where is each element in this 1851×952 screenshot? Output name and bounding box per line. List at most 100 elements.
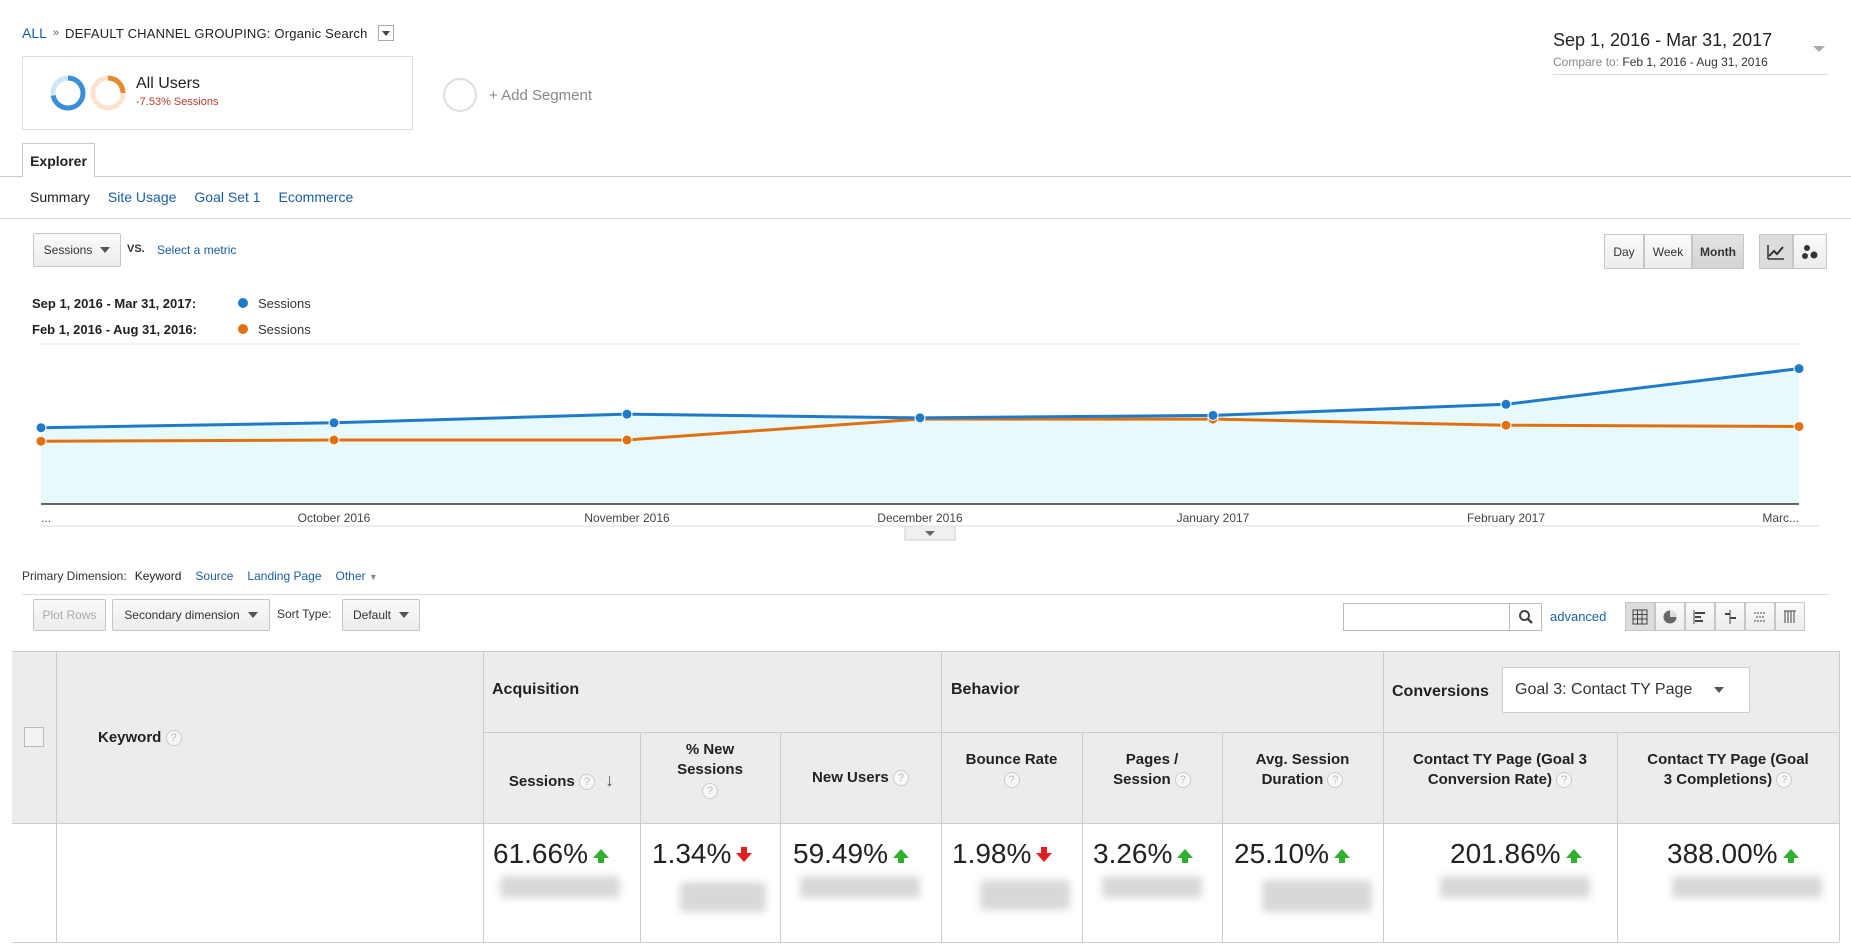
sort-type-value: Default bbox=[352, 608, 392, 622]
col-pages-per-session[interactable]: Pages / Session ? bbox=[1082, 750, 1222, 791]
goal-select[interactable]: Goal 3: Contact TY Page bbox=[1502, 667, 1750, 713]
compare-label: Compare to: bbox=[1553, 55, 1620, 69]
col-divider bbox=[780, 732, 781, 942]
performance-view-button[interactable] bbox=[1685, 602, 1715, 631]
help-icon[interactable]: ? bbox=[1327, 772, 1344, 789]
help-icon[interactable]: ? bbox=[1174, 772, 1191, 789]
total-pct-new-sessions: 1.34% bbox=[652, 838, 753, 870]
total-value: 388.00% bbox=[1667, 838, 1778, 869]
total-goal3-completions: 388.00% bbox=[1667, 838, 1799, 870]
secondary-dimension-label: Secondary dimension bbox=[124, 608, 240, 622]
pie-chart-icon bbox=[1663, 610, 1677, 623]
arrow-down-icon bbox=[736, 846, 753, 862]
tab-explorer[interactable]: Explorer bbox=[22, 143, 95, 177]
subtab-summary[interactable]: Summary bbox=[30, 189, 90, 205]
date-range-divider bbox=[1553, 74, 1828, 75]
subtab-ecommerce[interactable]: Ecommerce bbox=[278, 189, 354, 205]
select-metric-link[interactable]: Select a metric bbox=[157, 243, 237, 257]
total-value: 25.10% bbox=[1234, 838, 1329, 869]
breadcrumb: ALL » DEFAULT CHANNEL GROUPING: Organic … bbox=[22, 25, 394, 41]
help-icon[interactable]: ? bbox=[1003, 772, 1020, 789]
help-icon[interactable]: ? bbox=[578, 774, 595, 791]
legend-series-current: Sessions bbox=[258, 295, 311, 311]
goal-select-value: Goal 3: Contact TY Page bbox=[1515, 681, 1693, 698]
help-icon[interactable]: ? bbox=[1556, 772, 1573, 789]
search-button[interactable] bbox=[1509, 603, 1542, 631]
blurred-value bbox=[680, 882, 766, 912]
pivot-icon bbox=[1784, 610, 1796, 623]
dimension-keyword[interactable]: Keyword bbox=[134, 569, 182, 583]
granularity-day-button[interactable]: Day bbox=[1604, 234, 1644, 269]
line-chart-view-button[interactable] bbox=[1759, 234, 1793, 269]
blurred-value bbox=[800, 876, 920, 898]
term-cloud-view-button[interactable] bbox=[1745, 602, 1775, 631]
motion-chart-view-button[interactable] bbox=[1793, 234, 1827, 269]
help-icon[interactable]: ? bbox=[1776, 772, 1793, 789]
data-table-view-button[interactable] bbox=[1625, 602, 1655, 631]
segment-donut-icon bbox=[50, 75, 126, 111]
subtab-site-usage[interactable]: Site Usage bbox=[107, 189, 177, 205]
sort-type-select[interactable]: Default bbox=[342, 599, 420, 631]
granularity-week-button[interactable]: Week bbox=[1644, 234, 1692, 269]
secondary-dimension-select[interactable]: Secondary dimension bbox=[112, 599, 270, 631]
col-divider bbox=[56, 651, 57, 942]
advanced-filter-link[interactable]: advanced bbox=[1550, 609, 1607, 624]
help-icon[interactable]: ? bbox=[165, 730, 182, 747]
pie-view-button[interactable] bbox=[1655, 602, 1685, 631]
subtab-divider bbox=[0, 218, 1851, 219]
chevron-down-icon: ▼ bbox=[368, 572, 378, 582]
arrow-up-icon bbox=[1177, 848, 1194, 863]
comparison-view-button[interactable] bbox=[1715, 602, 1745, 631]
col-sessions[interactable]: Sessions ? ↓ bbox=[483, 768, 640, 792]
subtab-goal-set-1[interactable]: Goal Set 1 bbox=[194, 189, 261, 205]
group-divider bbox=[483, 732, 1839, 733]
total-value: 1.98% bbox=[952, 838, 1032, 869]
col-goal3-conversion-rate[interactable]: Contact TY Page (Goal 3 Conversion Rate)… bbox=[1383, 750, 1617, 791]
data-point-current bbox=[1793, 363, 1805, 375]
plot-rows-button[interactable]: Plot Rows bbox=[33, 599, 106, 631]
dimension-landing-page[interactable]: Landing Page bbox=[247, 569, 322, 583]
compare-range: Feb 1, 2016 - Aug 31, 2016 bbox=[1622, 55, 1768, 69]
arrow-up-icon bbox=[592, 848, 609, 863]
help-icon[interactable]: ? bbox=[702, 782, 718, 799]
add-segment-button[interactable]: + Add Segment bbox=[443, 78, 592, 112]
data-point-current bbox=[35, 422, 47, 434]
help-icon[interactable]: ? bbox=[892, 770, 909, 787]
col-pages-l1: Pages / bbox=[1125, 751, 1179, 768]
data-point-current bbox=[914, 412, 926, 424]
col-goal-rate-l1: Contact TY Page (Goal 3 bbox=[1413, 751, 1587, 768]
metric-select[interactable]: Sessions bbox=[33, 233, 121, 267]
col-avg-session-duration[interactable]: Avg. Session Duration ? bbox=[1222, 750, 1383, 791]
keyword-header[interactable]: Keyword ? bbox=[98, 728, 182, 748]
arrow-up-icon bbox=[1565, 848, 1582, 863]
col-divider bbox=[941, 651, 942, 942]
table-search-input[interactable] bbox=[1343, 603, 1510, 631]
blurred-value bbox=[1440, 876, 1590, 898]
line-chart-icon bbox=[1767, 244, 1784, 260]
breadcrumb-all-link[interactable]: ALL bbox=[22, 25, 47, 41]
sort-arrow-down-icon: ↓ bbox=[605, 770, 615, 790]
col-pct-new-sessions[interactable]: % New Sessions ? bbox=[640, 740, 780, 801]
x-tick-label: October 2016 bbox=[298, 511, 371, 525]
col-new-users[interactable]: New Users ? bbox=[780, 768, 941, 788]
select-all-checkbox[interactable] bbox=[24, 727, 44, 747]
segment-name: All Users bbox=[136, 75, 201, 92]
legend-series-compare: Sessions bbox=[258, 321, 311, 337]
x-tick-label: February 2017 bbox=[1467, 511, 1545, 525]
col-goal3-completions[interactable]: Contact TY Page (Goal 3 Completions) ? bbox=[1617, 750, 1839, 791]
col-bounce-rate[interactable]: Bounce Rate ? bbox=[941, 750, 1082, 791]
segment-card[interactable] bbox=[22, 56, 413, 130]
pivot-view-button[interactable] bbox=[1775, 602, 1805, 631]
date-range-picker[interactable]: Sep 1, 2016 - Mar 31, 2017 Compare to: F… bbox=[1553, 30, 1823, 69]
dimension-other-label: Other bbox=[335, 569, 366, 583]
header-bottom-border bbox=[12, 823, 1839, 824]
col-sessions-label: Sessions bbox=[508, 773, 575, 790]
search-icon bbox=[1518, 610, 1533, 624]
add-segment-label: + Add Segment bbox=[489, 86, 592, 104]
dimension-other[interactable]: Other ▼ bbox=[336, 569, 378, 583]
date-range-chevron-icon[interactable] bbox=[1813, 46, 1825, 52]
granularity-month-button[interactable]: Month bbox=[1692, 234, 1744, 269]
dimension-source[interactable]: Source bbox=[195, 569, 234, 583]
breadcrumb-dropdown-button[interactable] bbox=[377, 25, 394, 41]
col-goal-comp-l2: 3 Completions) bbox=[1663, 771, 1773, 789]
